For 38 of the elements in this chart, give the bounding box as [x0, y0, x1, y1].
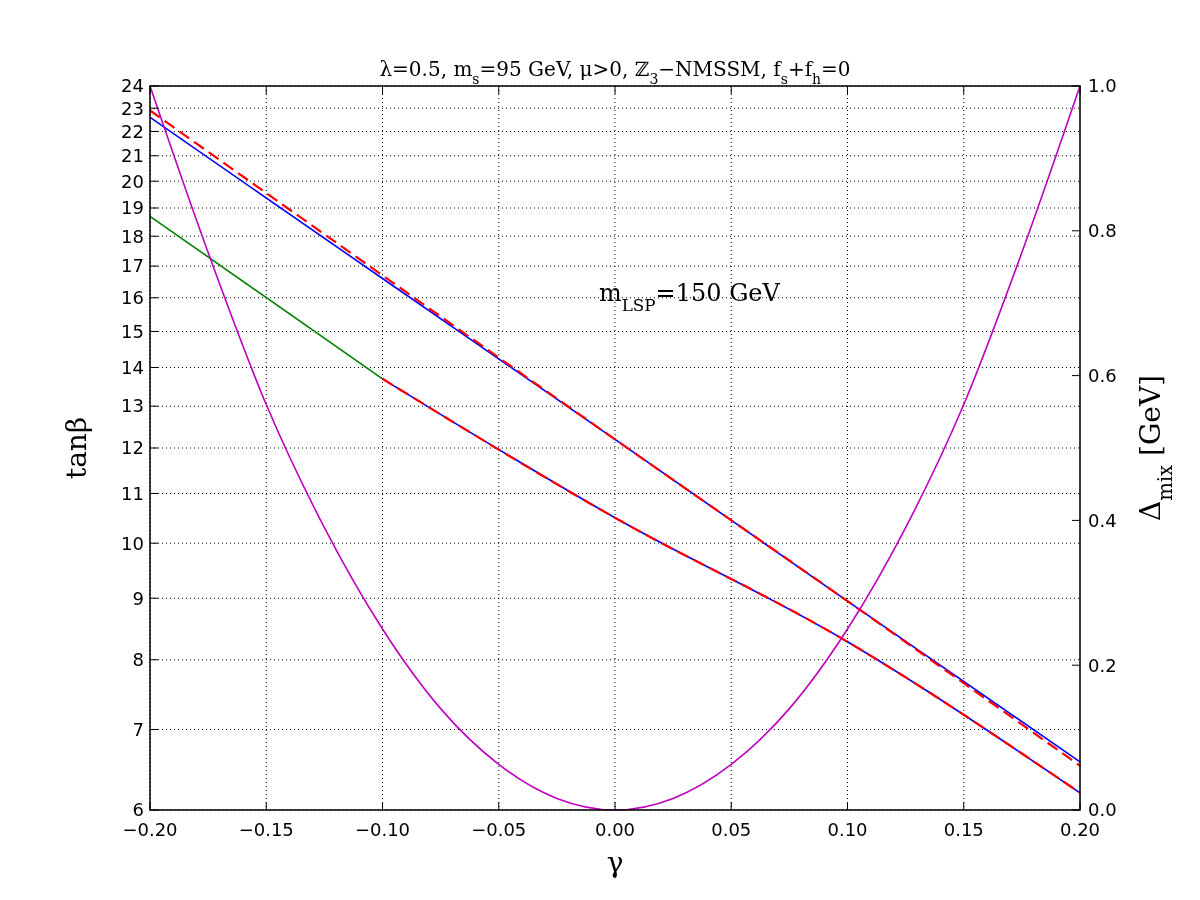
y-tick-label: 9: [132, 587, 144, 609]
y-tick-label: 6: [132, 799, 144, 821]
y-tick-label: 12: [121, 437, 144, 459]
y-tick-label: 18: [121, 225, 144, 247]
y-tick-label: 10: [121, 532, 144, 554]
y-tick-label: 7: [132, 718, 144, 740]
x-tick-label: −0.15: [238, 819, 294, 840]
y2-tick-label: 0.6: [1088, 364, 1117, 386]
y-tick-label: 14: [121, 356, 144, 378]
y-tick-label: 23: [121, 97, 144, 119]
y-tick-label: 19: [121, 197, 144, 219]
x-tick-label: −0.20: [122, 819, 178, 840]
x-tick-label: −0.05: [471, 819, 527, 840]
y-tick-label: 11: [121, 482, 144, 504]
y-tick-label: 20: [121, 170, 144, 192]
y-tick-label: 13: [121, 395, 144, 417]
x-tick-label: 0.00: [594, 819, 636, 840]
y-tick-label: 8: [132, 649, 144, 671]
y-tick-label: 24: [121, 75, 144, 97]
y2-tick-label: 0.4: [1088, 509, 1117, 531]
x-tick-label: 0.20: [1059, 819, 1101, 840]
y2-tick-label: 1.0: [1088, 75, 1117, 97]
chart-title: λ=0.5, m$_{s}$=95 GeV, μ>0, ℤ$_{3}$−NMSSM, f$_{s}$+f$_{h}$=0: [379, 57, 851, 87]
annotation: m$_{LSP}$=150 GeV: [598, 279, 781, 315]
y-axis-title: tanβ: [60, 416, 93, 480]
y-tick-label: 22: [121, 120, 144, 142]
y2-tick-label: 0.8: [1088, 220, 1117, 242]
y-tick-label: 17: [121, 255, 144, 277]
x-axis-title: γ: [606, 846, 624, 879]
x-tick-label: 0.05: [711, 819, 752, 840]
x-tick-label: 0.10: [827, 819, 868, 840]
y-tick-label: 15: [121, 320, 144, 342]
x-tick-label: −0.10: [354, 819, 411, 840]
y-tick-label: 16: [121, 287, 144, 309]
y2-tick-label: 0.0: [1088, 799, 1117, 821]
y-tick-label: 21: [121, 145, 144, 167]
x-tick-label: 0.15: [943, 819, 984, 840]
y2-tick-label: 0.2: [1088, 654, 1117, 676]
